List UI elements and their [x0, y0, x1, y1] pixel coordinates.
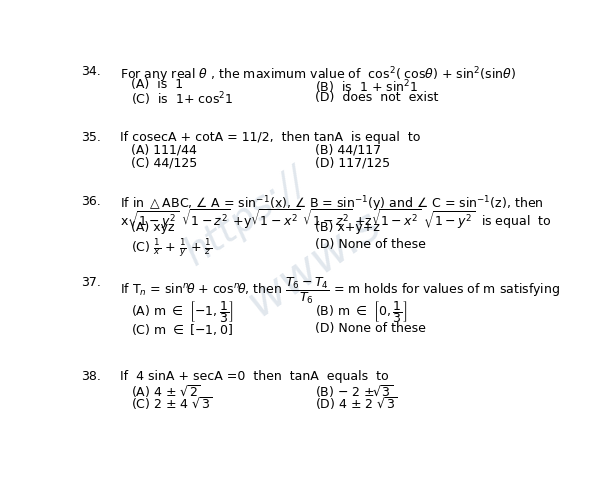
Text: (A) m $\in$ $\left[-1,\dfrac{1}{3}\right]$: (A) m $\in$ $\left[-1,\dfrac{1}{3}\right… [131, 299, 234, 325]
Text: 35.: 35. [81, 131, 101, 144]
Text: (A) 111/44: (A) 111/44 [131, 144, 197, 157]
Text: (D)  does  not  exist: (D) does not exist [316, 91, 439, 104]
Text: If in $\triangle$ABC, $\angle$ A = sin$^{-1}$(x), $\angle$ B = sin$^{-1}$(y) and: If in $\triangle$ABC, $\angle$ A = sin$^… [120, 195, 544, 214]
Text: https://: https:// [178, 162, 314, 273]
Text: (D) None of these: (D) None of these [316, 322, 426, 335]
Text: www.s: www.s [240, 202, 391, 326]
Text: (B) x+y+z: (B) x+y+z [316, 221, 380, 234]
Text: (B) 44/117: (B) 44/117 [316, 144, 382, 157]
Text: (A)  is  1: (A) is 1 [131, 78, 183, 92]
Text: If  4 sinA + secA =0  then  tanA  equals  to: If 4 sinA + secA =0 then tanA equals to [120, 370, 389, 383]
Text: 38.: 38. [81, 370, 101, 383]
Text: 36.: 36. [81, 195, 101, 208]
Text: (B)  is  1 + sin$^2$1: (B) is 1 + sin$^2$1 [316, 78, 419, 96]
Text: (C) m $\in$ $[-1, 0]$: (C) m $\in$ $[-1, 0]$ [131, 322, 233, 337]
Text: (D) None of these: (D) None of these [316, 238, 426, 251]
Text: If T$_n$ = sin$^n\!\theta$ + cos$^n\!\theta$, then $\dfrac{T_6 - T_4}{T_6}$ = m : If T$_n$ = sin$^n\!\theta$ + cos$^n\!\th… [120, 276, 560, 306]
Text: (C)  is  1+ cos$^2$1: (C) is 1+ cos$^2$1 [131, 91, 234, 109]
Text: (C) 44/125: (C) 44/125 [131, 156, 197, 169]
Text: (B) $-$ 2 $\pm\!\sqrt{3}$: (B) $-$ 2 $\pm\!\sqrt{3}$ [316, 383, 394, 400]
Text: (C) 2 $\pm$ 4 $\sqrt{3}$: (C) 2 $\pm$ 4 $\sqrt{3}$ [131, 396, 213, 412]
Text: If cosecA + cotA = 11/2,  then tanA  is equal  to: If cosecA + cotA = 11/2, then tanA is eq… [120, 131, 421, 144]
Text: x$\sqrt{1-y^2}$ $\sqrt{1-z^2}$ +y$\sqrt{1-x^2}$ $\sqrt{1-z^2}$ +z$\sqrt{1-x^2}$ : x$\sqrt{1-y^2}$ $\sqrt{1-z^2}$ +y$\sqrt{… [120, 208, 552, 232]
Text: 37.: 37. [81, 276, 101, 289]
Text: (C) $\frac{1}{x}$ + $\frac{1}{y}$ + $\frac{1}{z}$: (C) $\frac{1}{x}$ + $\frac{1}{y}$ + $\fr… [131, 238, 212, 260]
Text: (A) xyz: (A) xyz [131, 221, 174, 234]
Text: (B) m $\in$ $\left[0,\dfrac{1}{3}\right]$: (B) m $\in$ $\left[0,\dfrac{1}{3}\right]… [316, 299, 407, 325]
Text: (A) 4 $\pm$ $\sqrt{2}$: (A) 4 $\pm$ $\sqrt{2}$ [131, 383, 201, 400]
Text: (D) 4 $\pm$ 2 $\sqrt{3}$: (D) 4 $\pm$ 2 $\sqrt{3}$ [316, 396, 398, 412]
Text: For any real $\theta$ , the maximum value of  cos$^2$( cos$\theta$) + sin$^2$(si: For any real $\theta$ , the maximum valu… [120, 65, 516, 85]
Text: (D) 117/125: (D) 117/125 [316, 156, 391, 169]
Text: 34.: 34. [81, 65, 101, 78]
